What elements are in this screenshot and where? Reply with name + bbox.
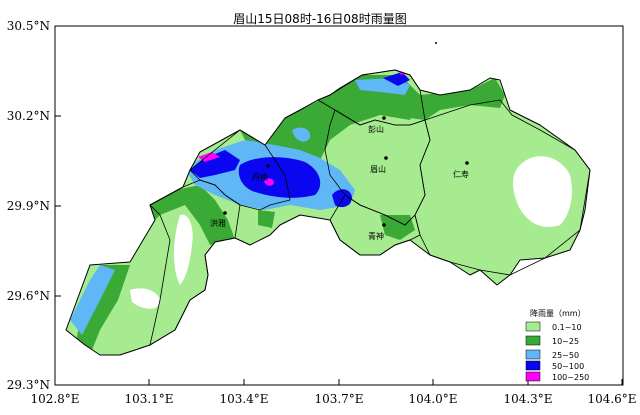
y-axis: 30.5°N 30.2°N 29.9°N 29.6°N 29.3°N xyxy=(7,19,61,392)
y-tick-label-0: 30.5°N xyxy=(7,19,50,33)
field-sky-blue-sw xyxy=(70,265,115,335)
legend-swatch-3 xyxy=(525,360,541,371)
city-label-danling: 丹棱 xyxy=(252,172,268,182)
field-blue-north xyxy=(383,72,410,86)
city-label-pengshan: 彭山 xyxy=(368,124,384,134)
city-dot-renshou xyxy=(465,161,469,165)
boundary-hongya xyxy=(149,179,241,346)
legend-label-1: 10~25 xyxy=(552,337,579,346)
city-markers: 眉山 仁寿 青神 洪雅 丹棱 彭山 xyxy=(210,42,469,241)
city-label-meishan: 眉山 xyxy=(370,164,386,174)
field-green-small xyxy=(258,210,275,228)
field-green-north xyxy=(240,75,420,160)
legend-label-0: 0.1~10 xyxy=(552,323,582,332)
field-none-renshou xyxy=(513,156,572,228)
x-tick-label-4: 104.0°E xyxy=(408,392,457,406)
field-blue-west xyxy=(190,150,240,178)
y-tick-label-4: 29.3°N xyxy=(7,378,50,392)
city-dot-pengshan xyxy=(382,116,386,120)
field-green-northeast xyxy=(410,78,505,120)
field-magenta-central xyxy=(264,178,274,186)
x-tick-label-0: 102.8°E xyxy=(30,392,79,406)
city-label-qingshen: 青神 xyxy=(368,231,384,241)
field-green-west xyxy=(140,185,235,245)
legend: 降雨量（mm） 0.1~10 10~25 25~50 50~100 100~25… xyxy=(525,308,589,382)
stray-dot xyxy=(435,42,437,44)
boundary-renshou xyxy=(414,99,591,276)
map-title: 眉山15日08时-16日08时雨量图 xyxy=(233,12,406,26)
x-axis: 102.8°E 103.1°E 103.4°E 103.7°E 104.0°E … xyxy=(30,379,637,406)
city-label-hongya: 洪雅 xyxy=(210,218,226,228)
boundary-pengshan xyxy=(317,69,426,126)
legend-swatch-2 xyxy=(525,349,541,360)
legend-swatch-0 xyxy=(525,321,541,332)
field-blue-central xyxy=(238,157,321,198)
x-tick-label-5: 104.3°E xyxy=(503,392,552,406)
field-blue-spot xyxy=(332,189,352,208)
city-dot-danling xyxy=(266,164,270,168)
x-tick-label-1: 103.1°E xyxy=(124,392,173,406)
field-green-southwest xyxy=(75,265,130,355)
x-tick-label-6: 104.6°E xyxy=(587,392,636,406)
field-none-hongya xyxy=(174,214,193,285)
legend-swatch-4 xyxy=(525,371,541,382)
field-none-sw xyxy=(130,288,160,309)
legend-label-2: 25~50 xyxy=(552,351,579,360)
legend-title: 降雨量（mm） xyxy=(530,308,586,318)
boundary-qingshen xyxy=(329,194,421,256)
legend-swatch-1 xyxy=(525,335,541,346)
city-dot-qingshen xyxy=(382,223,386,227)
field-sky-blue-dot xyxy=(292,127,311,142)
x-tick-label-2: 103.4°E xyxy=(219,392,268,406)
legend-label-4: 100~250 xyxy=(552,373,589,382)
legend-label-3: 50~100 xyxy=(552,362,584,371)
county-boundaries xyxy=(149,69,591,346)
city-dot-meishan xyxy=(384,156,388,160)
city-label-renshou: 仁寿 xyxy=(453,169,469,179)
y-tick-label-2: 29.9°N xyxy=(7,199,50,213)
city-dot-hongya xyxy=(223,211,227,215)
y-tick-label-3: 29.6°N xyxy=(7,289,50,303)
field-green-qingshen xyxy=(380,215,415,240)
y-tick-label-1: 30.2°N xyxy=(7,109,50,123)
x-tick-label-3: 103.7°E xyxy=(314,392,363,406)
